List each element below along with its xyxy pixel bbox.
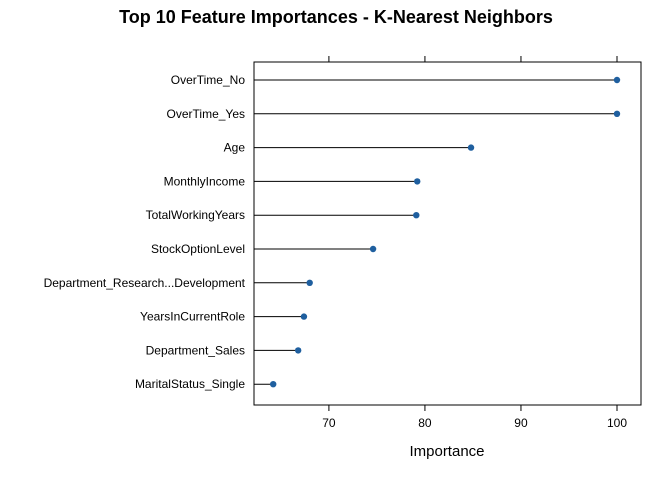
data-point — [306, 279, 313, 286]
x-tick-label: 100 — [607, 416, 627, 430]
data-point — [467, 144, 475, 151]
category-label: MaritalStatus_Single — [135, 377, 245, 391]
category-label: OverTime_No — [171, 73, 246, 87]
category-label: MonthlyIncome — [164, 174, 246, 188]
x-axis-ticks: 70 80 90 100 — [322, 56, 627, 430]
data-point — [414, 178, 421, 185]
category-label: Department_Research...Development — [44, 276, 246, 290]
chart-title: Top 10 Feature Importances - K-Nearest N… — [119, 7, 553, 27]
data-point — [413, 212, 420, 219]
category-label: Department_Sales — [146, 343, 245, 357]
data-point — [300, 313, 308, 320]
points-group — [270, 76, 621, 388]
category-labels: OverTime_No OverTime_Yes Age MonthlyIncome T… — [44, 73, 246, 391]
category-label: StockOptionLevel — [151, 242, 245, 256]
data-point — [294, 347, 302, 354]
category-label: Age — [224, 141, 246, 155]
x-tick-label: 70 — [322, 416, 336, 430]
category-label: YearsInCurrentRole — [140, 310, 245, 324]
stems-group — [254, 79, 617, 385]
x-tick-label: 80 — [418, 416, 432, 430]
data-point — [270, 381, 277, 388]
data-point — [369, 245, 377, 253]
category-label: TotalWorkingYears — [146, 208, 245, 222]
plot-frame — [253, 61, 642, 406]
x-tick-label: 90 — [514, 416, 528, 430]
x-axis-title: Importance — [409, 443, 484, 460]
data-point — [613, 76, 621, 84]
data-point — [613, 110, 621, 118]
category-label: OverTime_Yes — [167, 107, 245, 121]
